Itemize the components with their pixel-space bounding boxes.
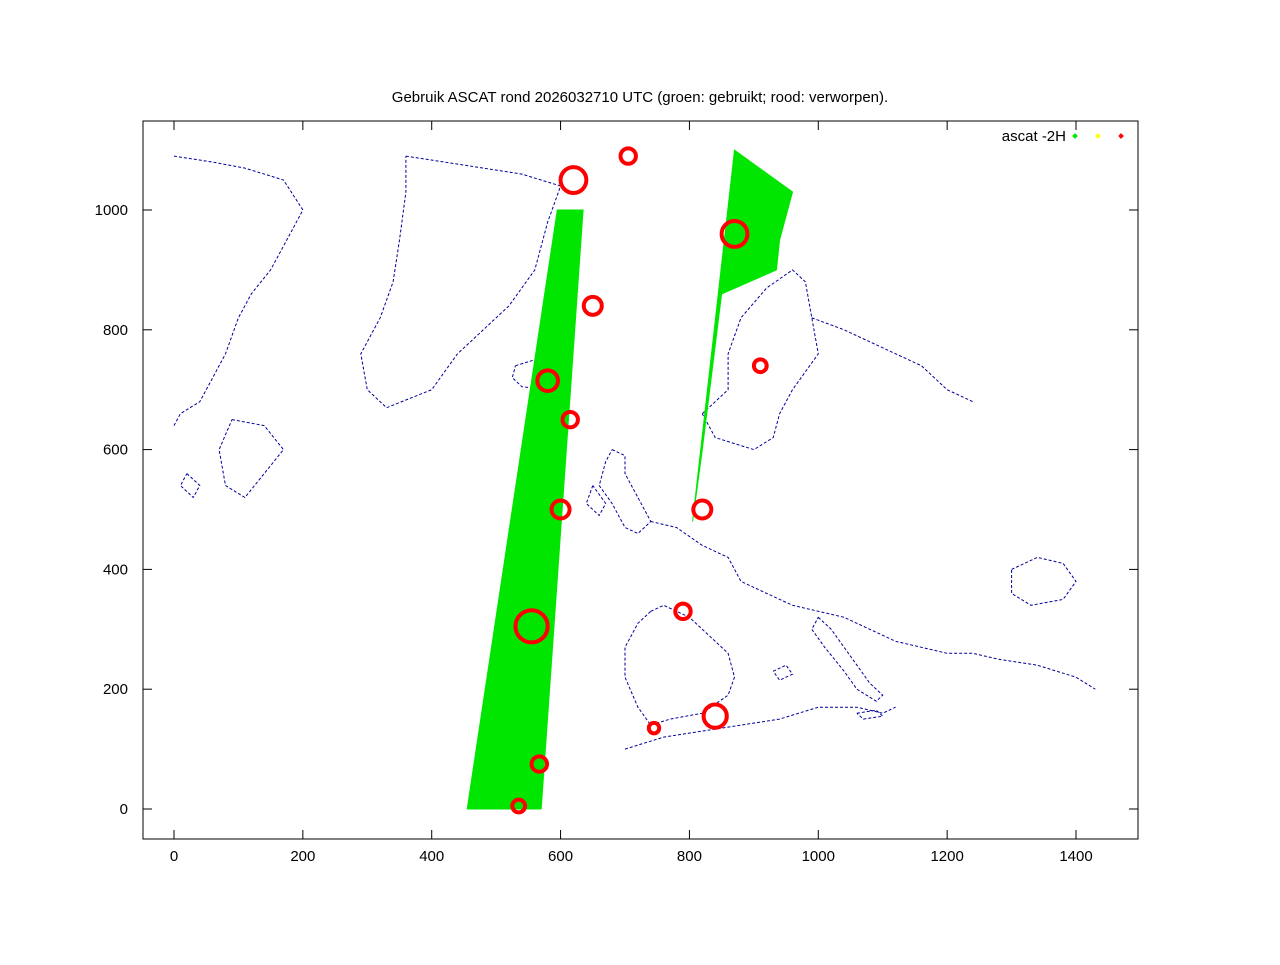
y-tick-label: 1000: [95, 202, 128, 219]
coastline-outline: [218, 419, 285, 499]
y-tick-label: 600: [103, 442, 128, 459]
legend-label: ascat -2H: [1002, 128, 1066, 145]
x-tick-label: 1200: [930, 848, 963, 865]
rejected-observation-cluster: [646, 720, 662, 736]
coastline-outline: [624, 706, 896, 750]
ascat-used-swath: [692, 149, 794, 522]
x-axis: 0 200 400 600 800 1000 1200 1400: [170, 121, 1093, 865]
x-tick-label: 200: [290, 848, 315, 865]
legend: ascat -2H: [1002, 128, 1124, 145]
rejected-observations-layer: [510, 146, 769, 815]
ascat-used-swath: [466, 209, 584, 810]
rejected-observation-cluster: [560, 409, 580, 430]
rejected-observation-cluster: [673, 601, 693, 622]
coastline-outline: [772, 664, 794, 681]
coastline-outline: [650, 521, 1096, 690]
rejected-observation-cluster: [510, 797, 528, 815]
coastline-outline: [1011, 556, 1077, 606]
coastline-outline: [856, 709, 884, 720]
rejected-observation-cluster: [719, 219, 750, 249]
coastline-outline: [701, 269, 819, 451]
rejected-observation-cluster: [751, 357, 769, 375]
coastline-outline: [360, 155, 562, 409]
coastline-outline: [585, 485, 607, 517]
x-tick-label: 1000: [802, 848, 835, 865]
rejected-observation-cluster: [691, 498, 714, 521]
coastline-outline: [624, 604, 736, 726]
x-tick-label: 800: [677, 848, 702, 865]
y-tick-label: 800: [103, 322, 128, 339]
coastline-outline: [173, 155, 304, 426]
coastline-outline: [179, 473, 201, 499]
rejected-observation-cluster: [618, 146, 638, 166]
rejected-observation-cluster: [581, 294, 604, 317]
x-tick-label: 400: [419, 848, 444, 865]
rejected-observation-cluster: [529, 754, 550, 774]
x-tick-label: 600: [548, 848, 573, 865]
coastline-outline: [811, 616, 884, 702]
coastline-layer: [173, 155, 1096, 750]
ascat-swath-layer: [466, 149, 794, 810]
coastline-outline: [811, 317, 974, 403]
y-tick-label: 400: [103, 561, 128, 578]
legend-marker-unknown: [1095, 133, 1101, 139]
rejected-observation-cluster: [549, 498, 572, 521]
x-tick-label: 0: [170, 848, 178, 865]
plot-frame: [142, 120, 1139, 840]
legend-marker-used: [1072, 133, 1078, 139]
x-tick-label: 1400: [1059, 848, 1092, 865]
y-tick-label: 0: [120, 801, 128, 818]
y-axis: 0 200 400 600 800 1000: [95, 202, 1138, 818]
legend-marker-rejected: [1118, 133, 1124, 139]
rejected-observation-cluster: [558, 165, 589, 195]
y-tick-label: 200: [103, 681, 128, 698]
rejected-observation-cluster: [513, 608, 550, 645]
coastline-outline: [598, 449, 652, 535]
rejected-observation-cluster: [701, 702, 729, 730]
chart-title: Gebruik ASCAT rond 2026032710 UTC (groen…: [392, 89, 888, 106]
rejected-observation-cluster: [535, 368, 560, 394]
coastline-outline: [511, 359, 568, 391]
